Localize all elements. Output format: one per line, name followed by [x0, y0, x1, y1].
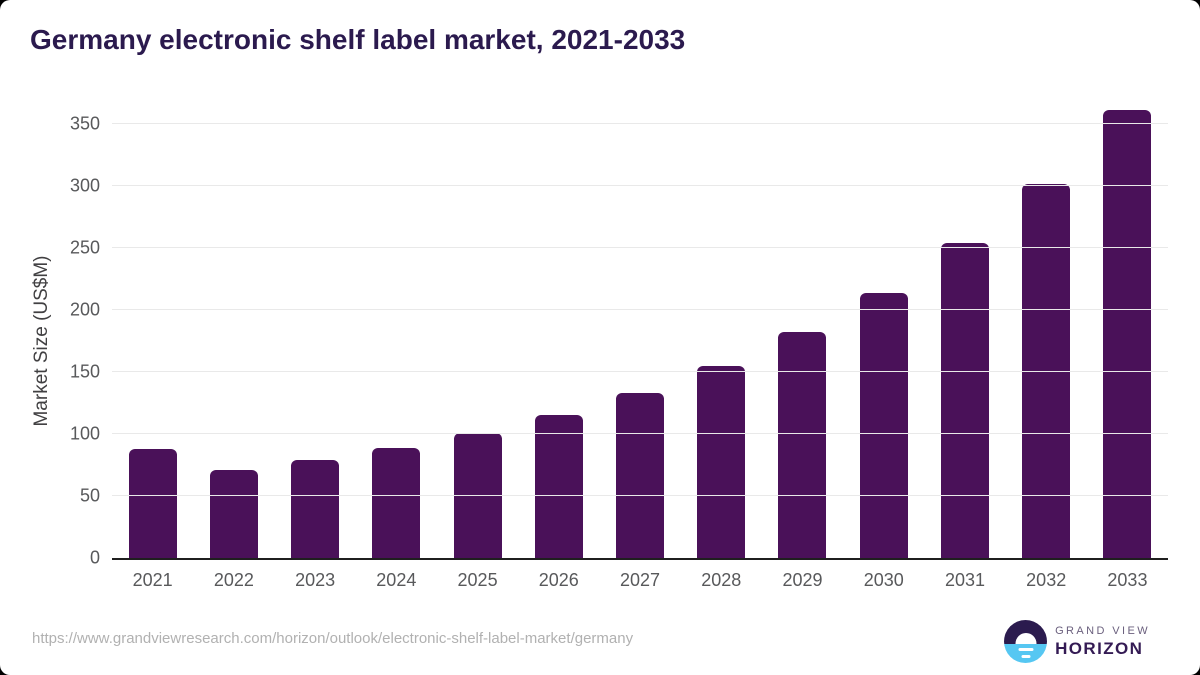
y-tick-0: 0 — [89, 547, 100, 568]
brand-name-top: GRAND VIEW — [1055, 624, 1150, 637]
bar-2030 — [859, 292, 908, 558]
bar-slot-2023 — [274, 95, 355, 558]
bar-slot-2025 — [437, 95, 518, 558]
y-tick-200: 200 — [69, 299, 100, 320]
icon-reflection-line-2 — [1021, 654, 1031, 658]
chart-title: Germany electronic shelf label market, 2… — [30, 24, 686, 55]
y-tick-250: 250 — [69, 237, 100, 258]
x-tick-2033: 2033 — [1107, 570, 1148, 590]
bar-series — [112, 95, 1168, 558]
horizon-sun-icon — [1004, 620, 1048, 663]
bar-slot-2029 — [762, 95, 843, 558]
y-tick-50: 50 — [79, 485, 100, 506]
bar-2026 — [534, 415, 583, 558]
x-tick-2030: 2030 — [863, 570, 904, 590]
y-tick-300: 300 — [69, 175, 100, 196]
x-tick-2032: 2032 — [1026, 570, 1067, 590]
bar-slot-2022 — [193, 95, 274, 558]
x-tick-2031: 2031 — [944, 570, 985, 590]
gridline-200 — [112, 309, 1168, 310]
bar-slot-2024 — [356, 95, 437, 558]
bar-2031 — [940, 243, 989, 558]
y-tick-100: 100 — [69, 423, 100, 444]
bar-2022 — [209, 469, 258, 558]
gridline-100 — [112, 433, 1168, 434]
bar-2033 — [1103, 110, 1152, 558]
icon-reflection-line-1 — [1018, 647, 1034, 651]
source-url: https://www.grandviewresearch.com/horizo… — [32, 630, 634, 647]
bar-2028 — [697, 365, 746, 558]
x-tick-2025: 2025 — [457, 570, 498, 590]
y-axis-title: Market Size (US$M) — [31, 255, 52, 427]
brand-name-bottom: HORIZON — [1055, 638, 1144, 658]
bar-slot-2026 — [518, 95, 599, 558]
gridline-50 — [112, 495, 1168, 496]
gridline-150 — [112, 371, 1168, 372]
x-tick-2024: 2024 — [376, 570, 417, 590]
grand-view-horizon-logo: GRAND VIEW HORIZON — [1004, 620, 1150, 663]
logo-text: GRAND VIEW HORIZON — [1055, 625, 1150, 659]
gridline-250 — [112, 247, 1168, 248]
bar-slot-2031 — [924, 95, 1005, 558]
bar-slot-2021 — [112, 95, 193, 558]
bar-slot-2032 — [1006, 95, 1087, 558]
gridline-350 — [112, 123, 1168, 124]
icon-sky-half — [1004, 620, 1048, 644]
x-tick-2027: 2027 — [620, 570, 661, 590]
y-tick-350: 350 — [69, 113, 100, 134]
plot-area: 2021 2022 2023 2024 2025 2026 2027 2028 2029 2030… — [70, 95, 1168, 590]
bar-2021 — [128, 448, 177, 558]
x-tick-2028: 2028 — [701, 570, 742, 590]
bar-2029 — [778, 332, 827, 558]
x-tick-2026: 2026 — [538, 570, 579, 590]
y-tick-150: 150 — [69, 361, 100, 382]
x-tick-2021: 2021 — [132, 570, 173, 590]
bar-2023 — [291, 460, 340, 558]
bar-slot-2033 — [1087, 95, 1168, 558]
x-tick-2029: 2029 — [782, 570, 823, 590]
bar-slot-2028 — [681, 95, 762, 558]
bar-slot-2027 — [599, 95, 680, 558]
bar-2024 — [372, 447, 421, 558]
gridline-300 — [112, 185, 1168, 186]
x-axis-labels: 2021 2022 2023 2024 2025 2026 2027 2028 2029 2030… — [112, 570, 1168, 591]
icon-sea-half — [1004, 643, 1048, 663]
x-tick-2022: 2022 — [213, 570, 254, 590]
bar-slot-2030 — [843, 95, 924, 558]
icon-sun-dome — [1015, 632, 1037, 644]
x-tick-2023: 2023 — [295, 570, 336, 590]
bar-2027 — [616, 393, 665, 558]
